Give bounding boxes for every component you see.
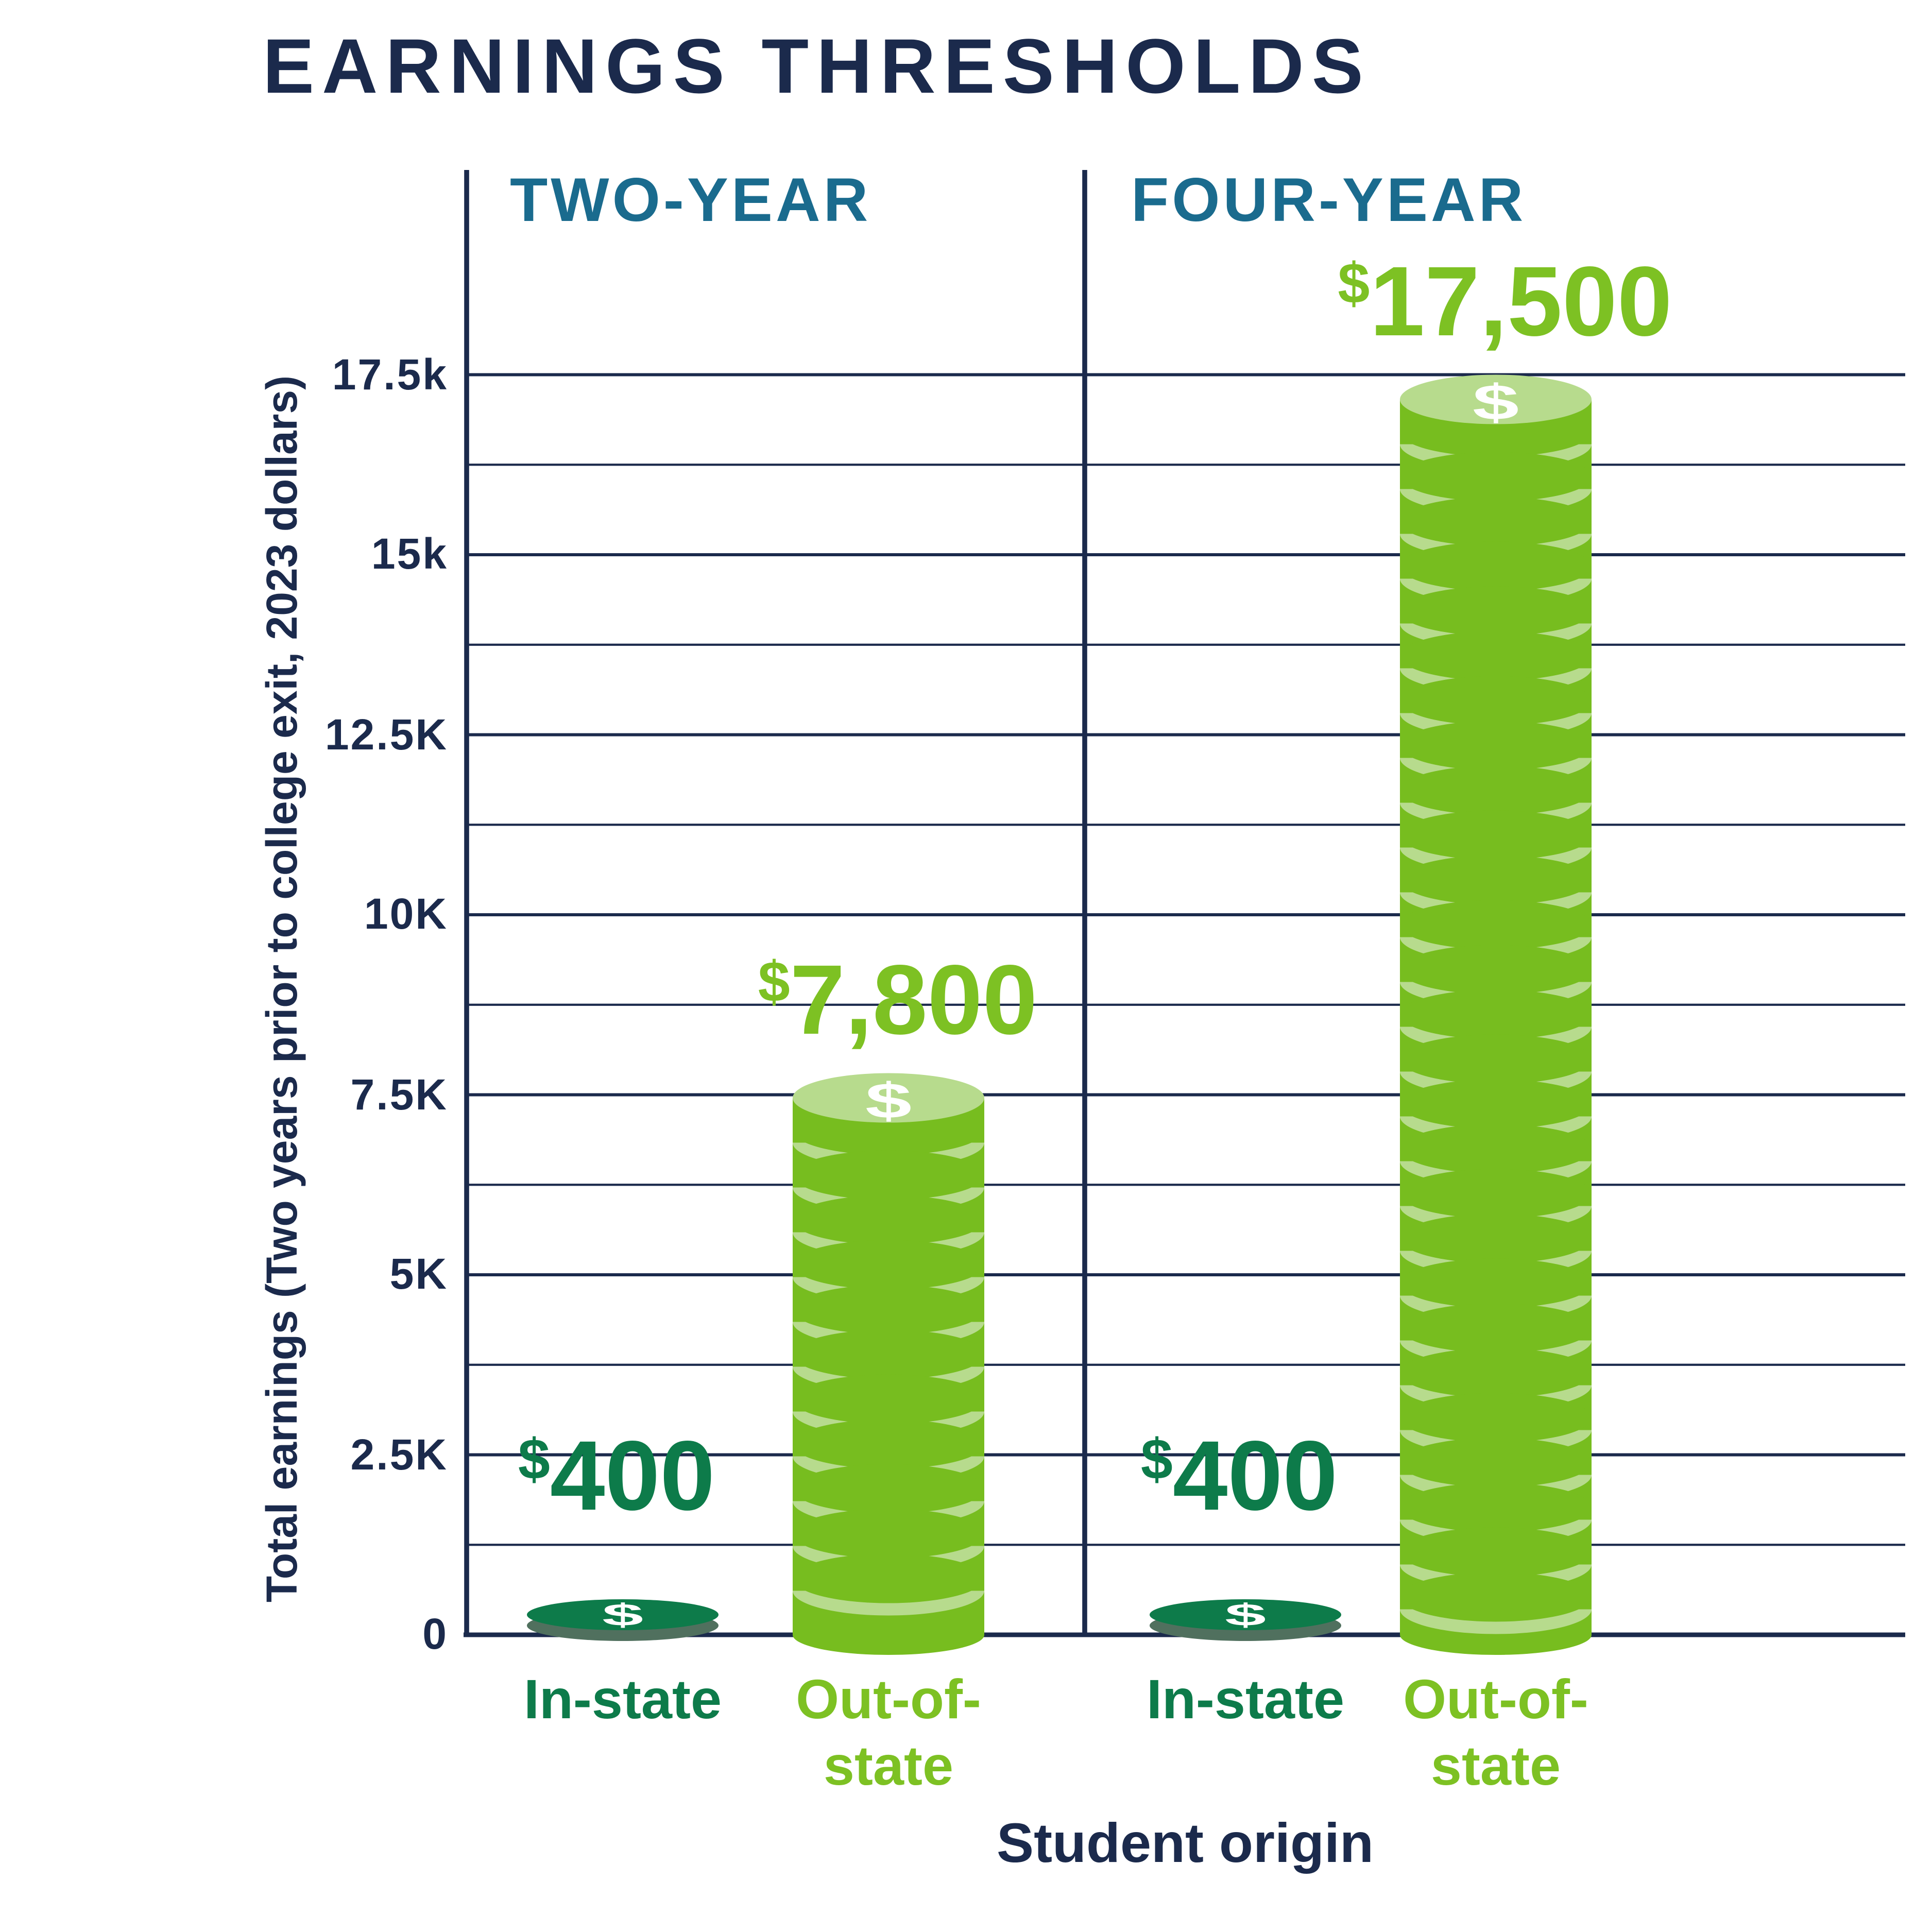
- coin-two-year-in-state: $: [527, 1598, 719, 1641]
- dollar-icon: $: [865, 1073, 912, 1129]
- category-label-two-year-out-of-state: Out-of-state: [796, 1667, 981, 1798]
- category-label-two-year-in-state: In-state: [523, 1667, 722, 1731]
- coin-top-face: [1400, 374, 1592, 424]
- chart-title: EARNINGS THRESHOLDS: [263, 23, 1371, 110]
- value-label-four-year-out-of-state: $17,500: [1338, 245, 1672, 356]
- value-label-four-year-in-state: $400: [1140, 1420, 1338, 1531]
- coin-four-year-in-state: $: [1150, 1598, 1341, 1641]
- coin-top-face: [793, 1073, 984, 1123]
- dollar-prefix: $: [518, 1425, 550, 1491]
- y-tick-label-10K: 10K: [364, 890, 448, 938]
- dollar-icon: $: [1225, 1598, 1266, 1632]
- coin-stack-four-year-out-of-state: $: [1400, 374, 1592, 1655]
- dollar-prefix: $: [1338, 250, 1370, 316]
- dollar-icon: $: [602, 1598, 643, 1632]
- x-axis-title: Student origin: [997, 1811, 1374, 1874]
- coin-stack-two-year-out-of-state: $: [793, 1073, 984, 1655]
- dollar-icon: $: [1473, 374, 1519, 430]
- panel-header-two-year: TWO-YEAR: [510, 167, 871, 235]
- dollar-prefix: $: [758, 949, 790, 1014]
- y-tick-label-12.5K: 12.5K: [324, 710, 448, 758]
- value-label-two-year-out-of-state: $7,800: [758, 943, 1038, 1055]
- category-label-four-year-in-state: In-state: [1146, 1667, 1345, 1731]
- y-tick-label-15k: 15k: [371, 530, 448, 578]
- y-tick-label-7.5K: 7.5K: [350, 1070, 448, 1118]
- y-tick-label-5K: 5K: [389, 1250, 448, 1298]
- y-tick-label-17.5k: 17.5k: [332, 350, 448, 398]
- dollar-prefix: $: [1140, 1425, 1173, 1491]
- value-label-two-year-in-state: $400: [518, 1420, 715, 1531]
- category-label-four-year-out-of-state: Out-of-state: [1403, 1667, 1588, 1798]
- panel-header-four-year: FOUR-YEAR: [1131, 167, 1527, 235]
- y-tick-label-0: 0: [422, 1610, 448, 1658]
- y-tick-label-2.5K: 2.5K: [350, 1430, 448, 1478]
